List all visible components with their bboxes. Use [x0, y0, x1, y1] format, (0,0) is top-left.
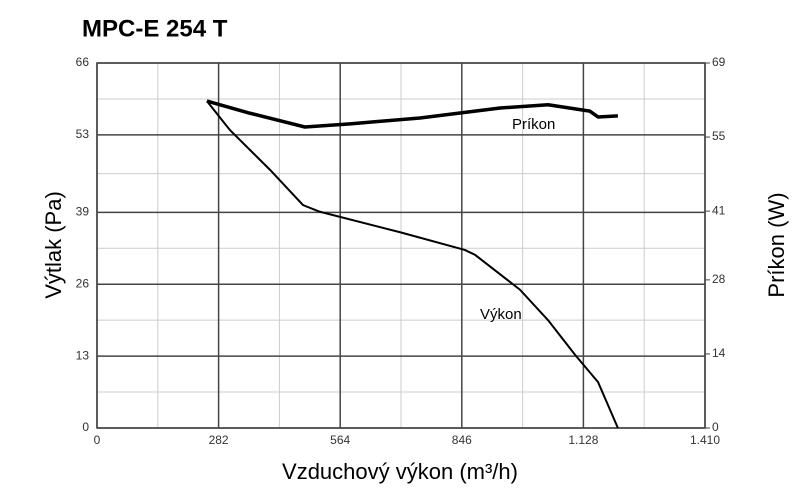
- x-tick-label: 1.128: [568, 433, 598, 447]
- x-tick-label: 564: [330, 433, 350, 447]
- series-label: Príkon: [512, 116, 555, 133]
- y-tick-label: 39: [76, 204, 90, 218]
- y-tick-label: 0: [82, 420, 89, 434]
- series-line: [206, 99, 618, 129]
- y2-tick-label: 14: [712, 346, 726, 360]
- chart-title: MPC-E 254 T: [82, 15, 228, 42]
- x-tick-label: 1.410: [690, 433, 720, 447]
- series-line: [206, 100, 619, 429]
- y-tick-label: 13: [76, 348, 90, 362]
- y-tick-label: 26: [76, 276, 90, 290]
- x-tick-label: 0: [94, 433, 101, 447]
- y-axis-label: Výtlak (Pa): [41, 191, 66, 299]
- y2-tick-label: 41: [712, 203, 726, 217]
- y2-tick-label: 0: [712, 420, 719, 434]
- x-tick-label: 282: [209, 433, 229, 447]
- x-axis-label: Vzduchový výkon (m³/h): [282, 459, 518, 484]
- y2-tick-label: 55: [712, 129, 726, 143]
- y-tick-label: 53: [76, 127, 90, 141]
- series-label: Výkon: [480, 306, 522, 323]
- x-tick-label: 846: [452, 433, 472, 447]
- y-tick-label: 66: [76, 55, 90, 69]
- plot-frame: [96, 62, 706, 429]
- y2-axis-label: Príkon (W): [764, 192, 789, 297]
- y2-tick-label: 28: [712, 272, 726, 286]
- y2-tick-label: 69: [712, 55, 726, 69]
